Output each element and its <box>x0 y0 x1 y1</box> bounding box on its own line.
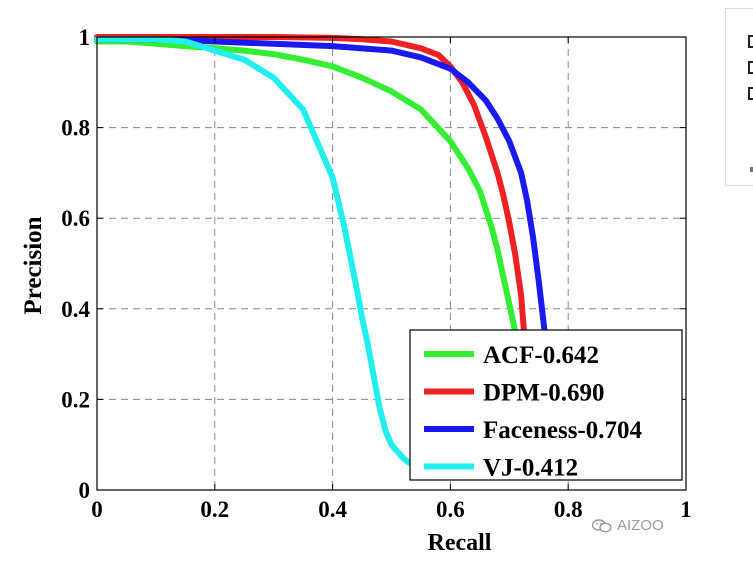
legend-label: ACF-0.642 <box>483 342 599 369</box>
side-panel-glyph <box>748 35 753 48</box>
series-line-3 <box>94 36 413 466</box>
x-tick-label: 0.8 <box>554 497 583 522</box>
side-panel-glyph <box>748 61 753 74</box>
x-tick-label: 0.2 <box>200 497 229 522</box>
side-panel-dot <box>750 167 753 172</box>
y-tick-label: 0.8 <box>61 116 90 141</box>
legend-label: Faceness-0.704 <box>483 417 642 444</box>
side-panel-glyph <box>748 87 753 100</box>
y-tick-label: 0.6 <box>61 206 90 231</box>
x-axis-label: Recall <box>428 530 492 556</box>
y-tick-label: 1 <box>79 25 91 50</box>
series-line-2 <box>94 36 548 335</box>
plot-frame <box>96 36 687 491</box>
wechat-icon <box>592 518 612 532</box>
x-tick-label: 0.4 <box>318 497 347 522</box>
legend-label: DPM-0.690 <box>483 380 605 407</box>
x-tick-label: 0 <box>91 497 103 522</box>
series-line-0 <box>94 38 519 335</box>
side-panel <box>725 8 753 186</box>
x-tick-label: 0.6 <box>436 497 465 522</box>
y-tick-label: 0.2 <box>61 387 90 412</box>
watermark: AIZOO <box>592 517 664 534</box>
y-axis-label: Precision <box>20 216 47 314</box>
watermark-text: AIZOO <box>617 517 664 534</box>
y-tick-label: 0 <box>79 478 91 503</box>
legend-label: VJ-0.412 <box>483 455 578 482</box>
x-tick-label: 1 <box>680 497 692 522</box>
series-line-1 <box>94 34 527 335</box>
y-tick-label: 0.4 <box>61 297 90 322</box>
